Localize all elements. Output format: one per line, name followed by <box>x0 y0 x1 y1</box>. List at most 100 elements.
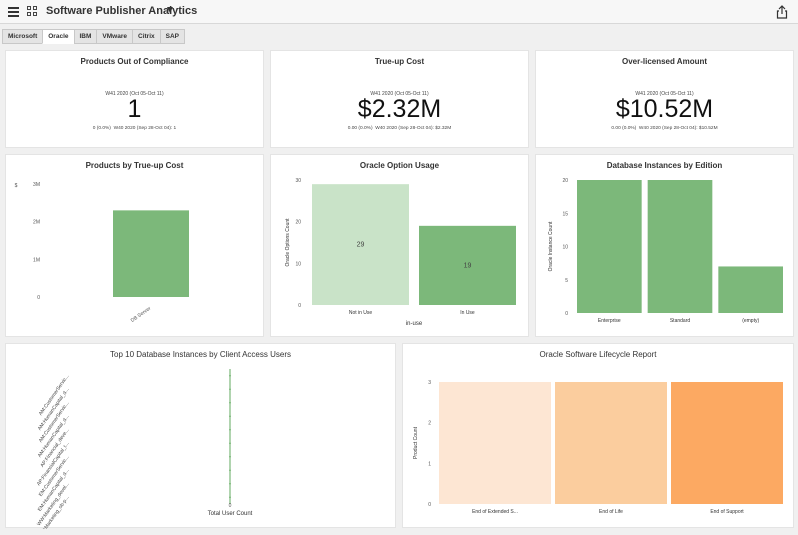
x-tick-label: 0 <box>229 503 232 509</box>
data-label: 19 <box>464 262 472 269</box>
chart-card-oracle-software-lifecycle: Oracle Software Lifecycle Report 0 1 2 3 Pro… <box>402 343 794 528</box>
kpi-previous-value: W40 2020 (Sep 28-Oct 04): $2.32M <box>375 126 452 131</box>
kpi-title: True-up Cost <box>374 57 425 66</box>
bar-5 <box>229 442 231 444</box>
kpi-title: Products Out of Compliance <box>80 57 189 66</box>
bar-1 <box>555 382 667 504</box>
y-tick-label: 3M <box>33 182 40 188</box>
bar-3 <box>229 415 231 417</box>
x-tick-label: In Use <box>460 310 475 316</box>
y-tick-label: 20 <box>562 178 568 184</box>
kpi-card-true-up-cost: True-up Cost W41 2020 (Oct 05-Oct 11) $2… <box>270 50 529 148</box>
y-tick-label: 0 <box>565 311 568 317</box>
y-axis-label: Oracle Instance Count <box>548 221 554 271</box>
y-tick-label: 20 <box>295 220 301 226</box>
y-tick-label: 0 <box>298 303 301 309</box>
caret-down-icon[interactable] <box>167 7 173 13</box>
bar-6 <box>229 456 231 458</box>
tab-vmware[interactable]: VMware <box>96 29 132 44</box>
kpi-change: 0.00 (0.0%) <box>611 126 637 131</box>
x-tick-label: End of Extended S... <box>472 509 518 515</box>
x-tick-label: DB Server <box>130 306 153 324</box>
y-axis-label: Product Count <box>413 426 419 459</box>
y-tick-label: 2M <box>33 220 40 226</box>
y-tick-label: 1 <box>428 461 431 467</box>
kpi-value: $2.32M <box>357 95 442 123</box>
bar-7 <box>229 469 231 471</box>
y-tick-label: 5 <box>565 278 568 284</box>
kpi-previous: 0.00 (0.0%) W40 2020 (Sep 28-Oct 04): $1… <box>536 126 793 131</box>
y-tick-label: 1M <box>33 257 40 263</box>
hamburger-icon[interactable] <box>8 7 19 17</box>
kpi-previous: 0.00 (0.0%) W40 2020 (Sep 28-Oct 04): $2… <box>271 126 528 131</box>
chart-card-oracle-option-usage: Oracle Option Usage 0 10 20 30 Oracle Option… <box>270 154 529 337</box>
kpi-change: 0.00 (0.0%) <box>347 126 373 131</box>
app-title: Software Publisher Analytics <box>46 5 198 17</box>
x-axis-label: Total User Count <box>208 511 253 517</box>
x-tick-label: (empty) <box>742 318 759 324</box>
bar-1 <box>419 225 516 305</box>
kpi-week: W41 2020 (Oct 05-Oct 11) <box>370 91 429 97</box>
bar-8 <box>229 483 231 485</box>
grid-icon[interactable] <box>27 6 38 17</box>
kpi-previous-value: W40 2020 (Sep 28-Oct 04): 1 <box>113 126 177 131</box>
kpi-value: 1 <box>127 95 142 123</box>
kpi-previous-value: W40 2020 (Sep 28-Oct 04): $10.52M <box>638 126 718 131</box>
y-tick-label: 30 <box>295 178 301 184</box>
bar-0 <box>312 184 409 305</box>
x-tick-label: Enterprise <box>598 318 621 324</box>
kpi-week: W41 2020 (Oct 05-Oct 11) <box>105 91 164 97</box>
bar-1 <box>647 180 713 313</box>
kpi-card-over-licensed-amount: Over-licensed Amount W41 2020 (Oct 05-Oc… <box>535 50 794 148</box>
share-icon[interactable] <box>776 5 788 19</box>
kpi-value: $10.52M <box>615 95 714 123</box>
y-axis-label: $ <box>15 183 18 189</box>
bar-0 <box>113 210 189 297</box>
bar-9 <box>229 496 231 498</box>
bar-2 <box>229 402 231 404</box>
tab-microsoft[interactable]: Microsoft <box>2 29 43 44</box>
y-tick-label: 15 <box>562 211 568 217</box>
chart-title: Database Instances by Edition <box>606 161 723 170</box>
tab-ibm[interactable]: IBM <box>73 29 97 44</box>
x-tick-label: End of Support <box>710 509 744 515</box>
chart-top-10-database-instances: AM:CustomerServic...AM:HumanCapital_d...… <box>36 369 253 529</box>
kpi-week: W41 2020 (Oct 05-Oct 11) <box>635 91 694 97</box>
chart-card-products-by-true-up-cost: Products by True-up Cost 0 1M 2M 3M $ DB Serv… <box>5 154 264 337</box>
tab-citrix[interactable]: Citrix <box>132 29 160 44</box>
chart-products-by-true-up-cost: 0 1M 2M 3M $ DB Server <box>15 182 189 324</box>
tab-sap[interactable]: SAP <box>159 29 185 44</box>
kpi-previous: 0 (0.0%) W40 2020 (Sep 28-Oct 04): 1 <box>6 126 263 131</box>
chart-title: Oracle Option Usage <box>359 161 440 170</box>
y-tick-label: 10 <box>295 261 301 267</box>
bar-1 <box>229 388 231 390</box>
chart-card-database-instances-by-edition: Database Instances by Edition 0 5 10 15 20 Or… <box>535 154 794 337</box>
y-tick-label: 2 <box>428 421 431 427</box>
chart-oracle-option-usage: 0 10 20 30 Oracle Options Count 29 Not in Use 1… <box>285 178 516 327</box>
chart-database-instances-by-edition: 0 5 10 15 20 Oracle Instance Count Enterprise S… <box>548 178 783 324</box>
kpi-title: Over-licensed Amount <box>621 57 708 66</box>
chart-title: Products by True-up Cost <box>85 161 184 170</box>
bar-0 <box>577 180 642 313</box>
chart-oracle-software-lifecycle: 0 1 2 3 Product Count End of Extended S... End… <box>413 380 783 515</box>
chart-title: Top 10 Database Instances by Client Acce… <box>110 350 291 359</box>
top-bar: Software Publisher Analytics <box>0 0 798 24</box>
kpi-change: 0 (0.0%) <box>92 126 111 131</box>
y-axis-label: Oracle Options Count <box>285 218 291 267</box>
tab-oracle[interactable]: Oracle <box>42 29 74 44</box>
bar-4 <box>229 429 231 431</box>
bar-0 <box>229 375 231 377</box>
y-tick-label: 0 <box>37 295 40 301</box>
bar-2 <box>671 382 783 504</box>
y-tick-label: 3 <box>428 380 431 386</box>
y-tick-label: 0 <box>428 502 431 508</box>
bar-0 <box>439 382 551 504</box>
bar-2 <box>718 266 783 313</box>
kpi-card-products-out-of-compliance: Products Out of Compliance W41 2020 (Oct… <box>5 50 264 148</box>
x-tick-label: Not in Use <box>349 310 373 316</box>
x-tick-label: End of Life <box>599 509 623 515</box>
chart-title: Oracle Software Lifecycle Report <box>539 350 657 359</box>
x-axis-label: in-use <box>406 321 423 327</box>
chart-card-top-10-database-instances: Top 10 Database Instances by Client Acce… <box>5 343 396 529</box>
publisher-tabs: Microsoft Oracle IBM VMware Citrix SAP <box>2 29 185 44</box>
